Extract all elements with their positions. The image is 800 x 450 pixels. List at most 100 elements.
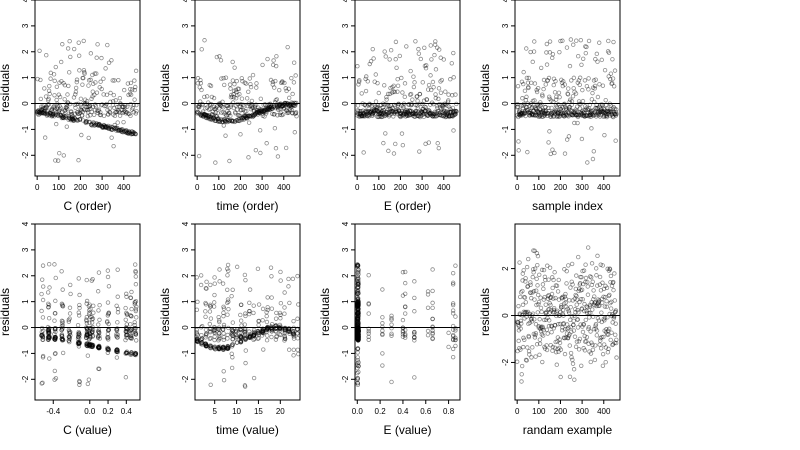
data-point [238, 333, 243, 339]
data-point [592, 99, 597, 105]
data-point [602, 304, 608, 309]
data-point [440, 110, 446, 115]
data-point [217, 333, 222, 339]
data-point [357, 111, 362, 117]
data-point [380, 332, 385, 338]
data-point [412, 114, 418, 119]
data-point [274, 97, 280, 102]
data-point [284, 108, 290, 114]
data-point [355, 330, 360, 336]
data-point [569, 102, 574, 107]
data-point [537, 337, 543, 342]
data-point [264, 327, 270, 333]
data-point [370, 113, 376, 118]
data-point [36, 112, 41, 118]
data-point [218, 117, 224, 122]
data-point [355, 332, 360, 338]
data-point [356, 334, 361, 340]
data-point [210, 113, 216, 118]
data-point [282, 326, 288, 331]
data-point [355, 335, 361, 340]
data-point [588, 112, 593, 118]
data-point [279, 104, 284, 110]
data-point [519, 372, 524, 377]
data-point [356, 332, 361, 337]
data-point [95, 345, 101, 350]
data-point [536, 325, 542, 330]
data-point [109, 135, 114, 140]
data-point [582, 308, 587, 314]
data-point [271, 104, 276, 110]
data-point [521, 344, 526, 350]
data-point [542, 317, 547, 323]
data-point [290, 276, 296, 282]
data-point [97, 123, 103, 129]
x-tick-label: 200 [234, 183, 248, 192]
data-point [46, 315, 52, 321]
data-point [84, 301, 89, 306]
data-point [550, 109, 555, 115]
data-point [355, 296, 361, 301]
data-point [251, 105, 256, 110]
data-point [544, 41, 550, 47]
data-point [220, 345, 226, 350]
data-point [203, 341, 208, 347]
data-point [398, 114, 403, 120]
data-point [551, 296, 556, 301]
data-point [556, 322, 561, 327]
data-point [55, 103, 60, 109]
data-point [592, 112, 597, 118]
data-point [553, 283, 559, 288]
data-point [44, 104, 49, 109]
data-point [131, 130, 137, 136]
data-point [427, 112, 433, 117]
data-point [217, 344, 222, 349]
data-point [564, 112, 569, 118]
data-point [602, 67, 608, 73]
data-point [412, 279, 417, 284]
y-tick-label: 2 [21, 273, 30, 278]
data-point [67, 331, 73, 336]
data-point [123, 326, 129, 331]
data-point [561, 313, 566, 318]
data-point [60, 337, 65, 342]
data-point [526, 334, 532, 340]
data-point [596, 300, 601, 305]
data-point [356, 335, 361, 340]
data-point [356, 328, 361, 333]
data-point [355, 331, 360, 337]
x-tick-label: 0.0 [84, 407, 96, 416]
data-point [52, 318, 57, 323]
data-point [291, 329, 296, 334]
data-point [365, 79, 370, 84]
data-point [450, 346, 456, 352]
data-point [199, 340, 204, 346]
data-point [238, 327, 243, 332]
data-point [402, 109, 407, 115]
data-point [595, 105, 600, 111]
data-point [525, 345, 530, 350]
data-point [586, 326, 591, 332]
y-tick-label: -2 [21, 375, 30, 383]
data-point [400, 328, 406, 334]
data-point [68, 282, 73, 288]
data-point [94, 121, 99, 126]
data-point [356, 325, 361, 330]
data-point [599, 57, 605, 63]
data-point [535, 108, 540, 114]
data-point [585, 107, 591, 113]
data-point [381, 140, 386, 146]
data-point [295, 331, 300, 336]
data-point [589, 109, 595, 114]
data-point [382, 49, 387, 54]
data-point [556, 277, 561, 283]
data-point [584, 113, 589, 118]
data-point [355, 322, 360, 327]
data-point [196, 104, 201, 109]
data-point [203, 343, 209, 349]
data-point [86, 119, 92, 125]
data-point [547, 50, 553, 55]
data-point [76, 341, 82, 346]
